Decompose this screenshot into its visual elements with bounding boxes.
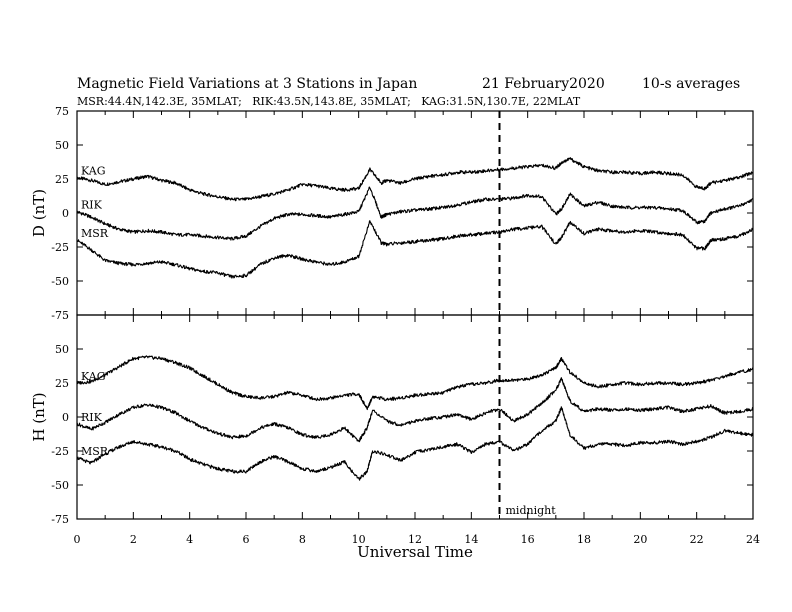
x-tick-label: 6 xyxy=(243,533,250,546)
y-axis-label-H: H (nT) xyxy=(30,392,48,441)
x-tick-label: 10 xyxy=(352,533,366,546)
x-tick-label: 12 xyxy=(408,533,422,546)
x-tick-label: 24 xyxy=(746,533,760,546)
x-axis-label: Universal Time xyxy=(357,543,473,561)
series-line-D-kag xyxy=(76,157,754,202)
y-tick-label-D: -25 xyxy=(51,241,69,254)
plot-area: 75 50 25 0 -25 -50 -75 D (nT) KAG RIK MSR 50 25 0 -25 -… xyxy=(30,105,760,546)
series-label-H-kag: KAG xyxy=(81,370,106,383)
x-tick-label: 16 xyxy=(521,533,535,546)
y-tick-label-H: -50 xyxy=(51,479,69,492)
series-label-D-rik: RIK xyxy=(81,199,103,212)
y-tick-label-H: 25 xyxy=(55,377,69,390)
series-line-H-kag xyxy=(76,355,754,411)
series-label-H-msr: MSR xyxy=(81,445,109,458)
series-line-D-rik xyxy=(76,186,754,241)
midnight-label: midnight xyxy=(506,504,557,517)
x-tick-label: 2 xyxy=(130,533,137,546)
y-tick-label-D: -75 xyxy=(51,309,69,322)
x-tick-label: 20 xyxy=(633,533,647,546)
panel-frame-H xyxy=(76,314,754,520)
series-line-H-rik xyxy=(76,377,754,443)
chart-date: 21 February2020 xyxy=(482,76,605,92)
x-tick-label: 22 xyxy=(690,533,704,546)
y-axis-label-D: D (nT) xyxy=(30,189,48,237)
y-tick-label-H: 50 xyxy=(55,343,69,356)
series-line-H-msr xyxy=(76,406,754,481)
y-tick-label-H: -75 xyxy=(51,513,69,526)
series-label-D-msr: MSR xyxy=(81,227,109,240)
y-tick-label-D: 75 xyxy=(55,105,69,118)
chart-averaging: 10-s averages xyxy=(642,76,740,92)
x-tick-label: 0 xyxy=(74,533,81,546)
series-label-H-rik: RIK xyxy=(81,411,103,424)
x-tick-label: 4 xyxy=(186,533,193,546)
y-tick-label-D: 25 xyxy=(55,173,69,186)
chart-subtitle: MSR:44.4N,142.3E, 35MLAT; RIK:43.5N,143.… xyxy=(77,95,581,108)
y-tick-label-D: 50 xyxy=(55,139,69,152)
chart-title: Magnetic Field Variations at 3 Stations … xyxy=(77,76,417,92)
y-tick-label-H: 0 xyxy=(62,411,69,424)
x-tick-label: 14 xyxy=(464,533,478,546)
y-tick-label-D: -50 xyxy=(51,275,69,288)
series-line-D-msr xyxy=(76,220,754,279)
y-tick-label-H: -25 xyxy=(51,445,69,458)
panel-frame-D xyxy=(76,110,754,316)
y-tick-label-D: 0 xyxy=(62,207,69,220)
x-tick-label: 18 xyxy=(577,533,591,546)
series-label-D-kag: KAG xyxy=(81,165,106,178)
x-tick-label: 8 xyxy=(299,533,306,546)
